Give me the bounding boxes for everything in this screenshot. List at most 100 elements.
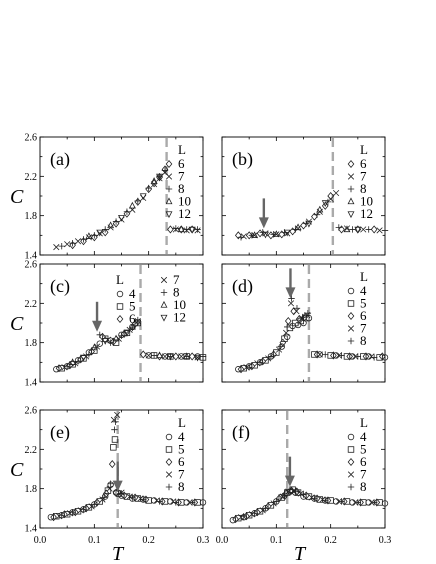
data-point-L5 — [235, 514, 242, 522]
data-point-L6 — [82, 504, 90, 513]
data-point-L8 — [107, 339, 114, 346]
data-point-L6 — [275, 494, 283, 503]
data-point-L7 — [327, 195, 334, 203]
data-point-L6 — [142, 495, 150, 504]
data-point-L8 — [311, 495, 318, 502]
legend-marker — [347, 471, 355, 478]
legend-entry: 7 — [173, 272, 180, 287]
data-point-L7 — [161, 353, 169, 360]
data-point-L5 — [267, 502, 275, 509]
legend-marker — [165, 433, 173, 441]
data-point-L12 — [96, 229, 104, 237]
data-point-L5 — [327, 352, 334, 359]
legend-marker — [160, 300, 168, 308]
data-point-L5 — [251, 362, 258, 369]
data-point-L8 — [112, 218, 120, 225]
data-point-L8 — [80, 236, 87, 243]
panel-label: (b) — [232, 149, 253, 170]
y-tick-label: 1.4 — [25, 378, 38, 389]
legend-entry: 4 — [360, 429, 367, 444]
panel-label: (e) — [50, 422, 70, 443]
data-point-L7 — [85, 234, 92, 241]
data-point-L6 — [289, 227, 296, 236]
data-point-L6 — [330, 351, 337, 360]
legend-entry: 6 — [360, 308, 367, 323]
peak-arrow-head — [112, 480, 123, 492]
data-point-L7 — [93, 343, 101, 350]
data-point-L6 — [110, 337, 117, 346]
panel-label: (a) — [50, 149, 70, 170]
legend-marker — [116, 303, 124, 310]
data-point-L12 — [305, 220, 313, 228]
legend-entry: 12 — [173, 310, 186, 325]
data-point-L6 — [172, 352, 180, 361]
data-point-L7 — [237, 514, 245, 521]
legend-marker — [165, 197, 173, 205]
data-point-L12 — [321, 200, 329, 207]
legend-marker — [347, 433, 355, 441]
data-point-L6 — [93, 498, 101, 507]
data-point-L8 — [322, 351, 329, 358]
data-point-L6 — [243, 512, 250, 521]
data-point-L7 — [293, 308, 300, 315]
data-point-L5 — [273, 349, 280, 356]
data-point-L7 — [319, 496, 326, 503]
data-point-L8 — [256, 359, 264, 366]
y-tick-label: 2.6 — [25, 260, 38, 271]
data-point-L12 — [101, 338, 109, 345]
data-point-L7 — [153, 497, 160, 504]
data-point-L7 — [77, 507, 84, 514]
data-point-L8 — [117, 490, 124, 497]
data-point-L8 — [354, 353, 362, 360]
y-tick-label: 2.6 — [25, 133, 38, 144]
data-point-L10 — [128, 322, 136, 330]
legend-marker — [347, 457, 355, 467]
data-point-L10 — [294, 223, 302, 231]
x-tick-label: 0.1 — [270, 535, 283, 546]
data-points — [53, 316, 207, 373]
data-point-L7 — [145, 352, 152, 359]
data-point-L4 — [349, 499, 356, 506]
data-point-L8 — [172, 225, 180, 232]
legend-entry: 8 — [178, 479, 185, 494]
peak-arrow-head — [285, 287, 296, 299]
data-point-L8 — [237, 234, 245, 241]
data-point-L10 — [85, 232, 93, 239]
legend-marker — [347, 311, 355, 321]
data-point-L10 — [150, 177, 158, 184]
data-point-L8 — [100, 494, 108, 501]
data-point-L7 — [61, 364, 68, 371]
data-point-L7 — [114, 411, 121, 418]
data-point-L10 — [112, 334, 120, 342]
legend-marker — [165, 471, 173, 478]
data-point-L8 — [156, 498, 163, 505]
data-point-L10 — [156, 351, 163, 359]
x-axis-label: T — [112, 543, 125, 564]
data-point-L8 — [267, 353, 275, 360]
data-point-L7 — [283, 329, 290, 336]
legend-marker — [347, 211, 355, 219]
data-point-L8 — [300, 491, 307, 498]
data-points — [53, 165, 201, 251]
x-tick-label: 0.2 — [142, 535, 155, 546]
data-point-L8 — [338, 498, 345, 505]
data-point-L8 — [91, 501, 98, 508]
data-point-L12 — [194, 354, 202, 362]
data-point-L7 — [360, 226, 367, 233]
y-tick-label: 2.6 — [25, 406, 38, 417]
data-point-L12 — [134, 319, 142, 327]
data-point-L5 — [145, 497, 152, 504]
legend-marker — [347, 483, 355, 491]
data-point-L8 — [370, 499, 378, 506]
data-point-L6 — [112, 488, 120, 497]
data-point-L6 — [253, 508, 261, 517]
y-tick-label: 1.8 — [25, 484, 38, 495]
data-point-L6 — [177, 225, 185, 234]
data-point-L6 — [321, 201, 329, 210]
data-point-L8 — [281, 492, 288, 499]
legend-title: L — [178, 415, 186, 430]
data-point-L8 — [288, 295, 295, 302]
